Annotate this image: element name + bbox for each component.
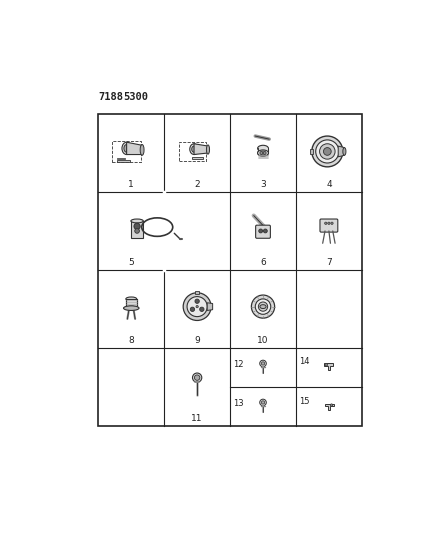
Bar [194,291,199,294]
Ellipse shape [144,220,170,234]
Text: 6: 6 [259,258,265,266]
Circle shape [319,144,334,159]
Bar [179,142,205,160]
Text: 7: 7 [325,258,331,266]
Circle shape [330,222,332,224]
Circle shape [196,305,198,308]
Text: 5: 5 [128,258,134,266]
Text: 13: 13 [233,399,243,408]
Text: 11: 11 [191,415,202,423]
Bar [126,299,136,308]
Ellipse shape [189,144,198,155]
Circle shape [259,360,266,367]
Circle shape [258,229,262,233]
Circle shape [330,404,332,406]
Ellipse shape [126,297,136,301]
Text: 3: 3 [259,180,265,189]
Ellipse shape [140,144,144,155]
Ellipse shape [191,146,196,152]
Text: 15: 15 [298,397,309,406]
Polygon shape [323,364,332,370]
Bar [310,149,313,154]
Circle shape [195,299,199,303]
Ellipse shape [259,305,265,309]
Circle shape [135,229,139,233]
Ellipse shape [261,152,264,154]
Ellipse shape [342,148,345,155]
Bar [130,221,143,238]
Bar [117,160,130,162]
Ellipse shape [257,150,268,156]
Circle shape [323,148,331,155]
Text: 9: 9 [194,336,199,345]
Circle shape [251,295,274,318]
Bar [98,114,361,426]
Polygon shape [127,142,142,155]
Circle shape [255,299,270,314]
Text: 1: 1 [128,180,134,189]
Ellipse shape [257,150,268,156]
Text: 10: 10 [256,336,268,345]
Ellipse shape [126,306,136,310]
Circle shape [327,222,329,224]
Circle shape [183,293,210,320]
Bar [192,157,203,159]
Ellipse shape [123,306,139,310]
Text: 7188: 7188 [98,92,123,102]
Ellipse shape [122,142,131,155]
Circle shape [263,229,267,233]
Ellipse shape [130,219,143,223]
Polygon shape [324,404,334,410]
Circle shape [261,362,264,365]
Polygon shape [207,303,212,310]
Circle shape [324,222,326,224]
Polygon shape [193,144,207,155]
Text: 4: 4 [325,180,331,189]
Circle shape [187,296,207,317]
Circle shape [315,140,338,163]
Circle shape [311,136,342,167]
Bar [112,141,141,162]
Circle shape [190,307,194,311]
FancyBboxPatch shape [255,225,270,238]
Bar [257,148,268,153]
Circle shape [259,399,266,406]
Circle shape [194,375,199,381]
Ellipse shape [259,151,265,155]
Text: 14: 14 [298,357,309,366]
Bar [117,158,125,159]
Text: 2: 2 [194,180,199,189]
Ellipse shape [206,145,209,154]
Text: 8: 8 [128,336,134,345]
Text: 5300: 5300 [123,92,148,102]
Text: 12: 12 [233,360,243,369]
Circle shape [199,307,204,311]
Circle shape [261,401,264,404]
Ellipse shape [124,144,129,152]
FancyBboxPatch shape [319,219,337,232]
Circle shape [324,364,327,366]
Ellipse shape [257,146,268,151]
Circle shape [134,223,140,229]
Polygon shape [337,146,344,157]
Circle shape [258,302,267,311]
Circle shape [192,373,201,382]
